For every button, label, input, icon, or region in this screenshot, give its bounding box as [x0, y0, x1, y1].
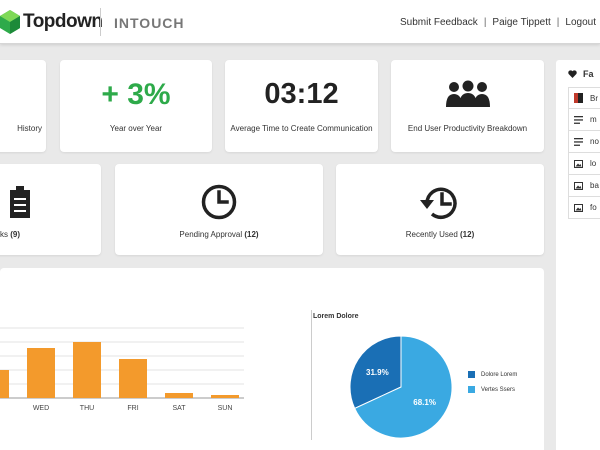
stat-card-year-over-year[interactable]: + 3% Year over Year [60, 60, 212, 152]
stat-value: 03:12 [264, 78, 339, 110]
clock-icon [201, 184, 237, 220]
image-icon [574, 181, 583, 190]
header-divider [100, 8, 101, 36]
task-label-text: Pending Approval [179, 230, 243, 239]
image-icon [574, 159, 583, 168]
legend-item-dolore-lorem[interactable]: Dolore Lorem [468, 371, 517, 378]
task-card-pending-approval[interactable]: Pending Approval (12) [115, 164, 323, 255]
task-label-text: ks [0, 230, 8, 239]
pie-chart: 31.9% 68.1% [349, 335, 453, 439]
favorite-label: Br [590, 93, 598, 103]
stat-label: End User Productivity Breakdown [407, 124, 528, 133]
task-count: (12) [244, 230, 259, 239]
favorite-label: m [590, 115, 597, 124]
bar[interactable] [27, 348, 55, 398]
legend-label: Dolore Lorem [481, 371, 518, 378]
legend-label: Vertes Ssers [481, 386, 516, 393]
bar[interactable] [119, 359, 147, 398]
pie-slice[interactable] [349, 335, 402, 410]
x-tick-label: WED [33, 405, 49, 412]
image-icon [574, 203, 583, 212]
x-tick-label: SAT [172, 405, 186, 412]
task-card-recently-used[interactable]: Recently Used (12) [336, 164, 544, 255]
bar[interactable] [165, 393, 193, 398]
x-tick-label: FRI [127, 405, 138, 412]
chart-divider [311, 310, 312, 440]
heart-icon [568, 70, 577, 78]
favorite-label: fo [590, 203, 597, 212]
favorite-item[interactable]: ba [568, 175, 600, 197]
favorite-item[interactable]: Br [568, 87, 600, 109]
logo-text: Topdown [23, 11, 103, 32]
bar-chart: WED THU FRI SAT SUN [0, 327, 244, 412]
task-count: (9) [10, 230, 21, 239]
stat-label: Average Time to Create Communication [230, 124, 373, 133]
stat-card-history[interactable]: History [0, 60, 46, 152]
task-label-text: Recently Used [405, 230, 458, 239]
bar[interactable] [73, 342, 101, 398]
user-name-link[interactable]: Paige Tippett [492, 17, 551, 28]
top-bar: Topdown INTOUCH Submit Feedback | Paige … [0, 0, 600, 44]
favorites-sidebar: Fa Br m no lo ba fo [556, 60, 600, 450]
legend-swatch [468, 371, 475, 378]
people-group-icon [446, 80, 490, 107]
legend-item-vertes-ssers[interactable]: Vertes Ssers [468, 386, 515, 393]
product-name: INTOUCH [114, 15, 185, 31]
favorite-label: no [590, 137, 599, 146]
pie-data-label: 31.9% [366, 368, 389, 377]
pie-data-label: 68.1% [413, 398, 436, 407]
favorite-item[interactable]: lo [568, 153, 600, 175]
task-label: Pending Approval (12) [115, 230, 323, 239]
legend-swatch [468, 386, 475, 393]
x-tick-label: THU [80, 405, 94, 412]
diamond-logo-icon [0, 10, 20, 34]
x-tick-label: SUN [218, 405, 233, 412]
favorites-title: Fa [583, 69, 594, 79]
favorites-list: Br m no lo ba fo [568, 87, 600, 219]
top-nav: Submit Feedback | Paige Tippett | Logout [400, 17, 596, 28]
stat-label: History [17, 124, 42, 133]
text-lines-icon [574, 137, 583, 146]
task-count: (12) [460, 230, 475, 239]
submit-feedback-link[interactable]: Submit Feedback [399, 17, 478, 28]
pie-slice[interactable] [354, 335, 453, 439]
task-card-tasks[interactable]: ks (9) [0, 164, 101, 255]
favorite-label: ba [590, 181, 599, 190]
stat-value: + 3% [101, 78, 171, 111]
favorite-label: lo [590, 159, 597, 168]
stat-card-productivity[interactable]: End User Productivity Breakdown [391, 60, 544, 152]
task-label: Recently Used (12) [336, 230, 544, 239]
favorites-header: Fa [568, 69, 594, 79]
red-doc-icon [574, 93, 583, 103]
bar[interactable] [0, 370, 9, 398]
stat-label: Year over Year [109, 124, 163, 133]
bar[interactable] [211, 395, 239, 398]
logo[interactable]: Topdown [0, 9, 103, 35]
favorite-item[interactable]: no [568, 131, 600, 153]
task-label: ks (9) [0, 230, 101, 239]
clipboard-icon [10, 186, 30, 218]
stat-card-average-time[interactable]: 03:12 Average Time to Create Communicati… [225, 60, 378, 152]
text-lines-icon [574, 115, 583, 124]
nav-separator: | [483, 17, 487, 28]
favorite-item[interactable]: fo [568, 197, 600, 219]
logout-link[interactable]: Logout [565, 17, 596, 28]
favorite-item[interactable]: m [568, 109, 600, 131]
history-icon [420, 187, 457, 220]
nav-separator: | [556, 17, 560, 28]
pie-chart-title: Lorem Dolore [313, 313, 359, 320]
